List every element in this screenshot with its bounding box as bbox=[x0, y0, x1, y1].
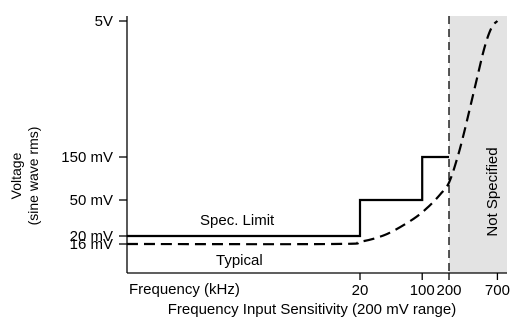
not-specified-label: Not Specified bbox=[484, 147, 501, 236]
y-tick-label-1: 20 mV bbox=[70, 228, 113, 245]
y-tick-label-2: 50 mV bbox=[70, 192, 113, 209]
y-axis-label-secondary: (sine wave rms) bbox=[25, 127, 41, 226]
x-axis-label-secondary: Frequency Input Sensitivity (200 mV rang… bbox=[168, 301, 456, 318]
typical-line bbox=[126, 20, 499, 246]
typical-label: Typical bbox=[216, 252, 263, 269]
spec-limit-label: Spec. Limit bbox=[200, 212, 275, 229]
y-tick-label-3: 150 mV bbox=[61, 149, 113, 166]
x-tick-label-3: 700 bbox=[485, 282, 510, 299]
y-axis-label: Voltage bbox=[8, 152, 24, 199]
not-specified-region bbox=[449, 16, 507, 273]
y-tick-label-0: 16 mV bbox=[70, 236, 113, 253]
x-tick-label-2: 200 bbox=[436, 282, 461, 299]
x-tick-label-1: 100 bbox=[410, 282, 435, 299]
spec-limit-line bbox=[127, 155, 449, 238]
y-tick-label-4: 5V bbox=[95, 13, 113, 30]
x-tick-label-0: 20 bbox=[352, 282, 369, 299]
x-axis-label: Frequency (kHz) bbox=[129, 281, 240, 298]
